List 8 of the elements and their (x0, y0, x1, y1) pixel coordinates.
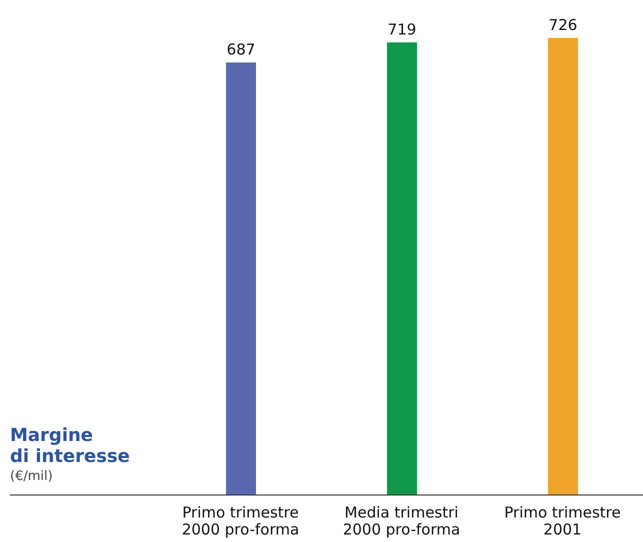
x-tick-label: Primo trimestre 2000 pro-forma (182, 503, 300, 538)
data-label: 726 (548, 16, 578, 34)
data-label: 719 (388, 20, 416, 38)
x-tick-label: Media trimestri 2000 pro-forma (342, 503, 460, 538)
x-tick-label: Primo trimestre 2001 (504, 503, 621, 538)
text: (€/mil) (10, 469, 53, 485)
data-label: 687 (226, 40, 256, 59)
text: Margine di interesse (10, 425, 130, 467)
